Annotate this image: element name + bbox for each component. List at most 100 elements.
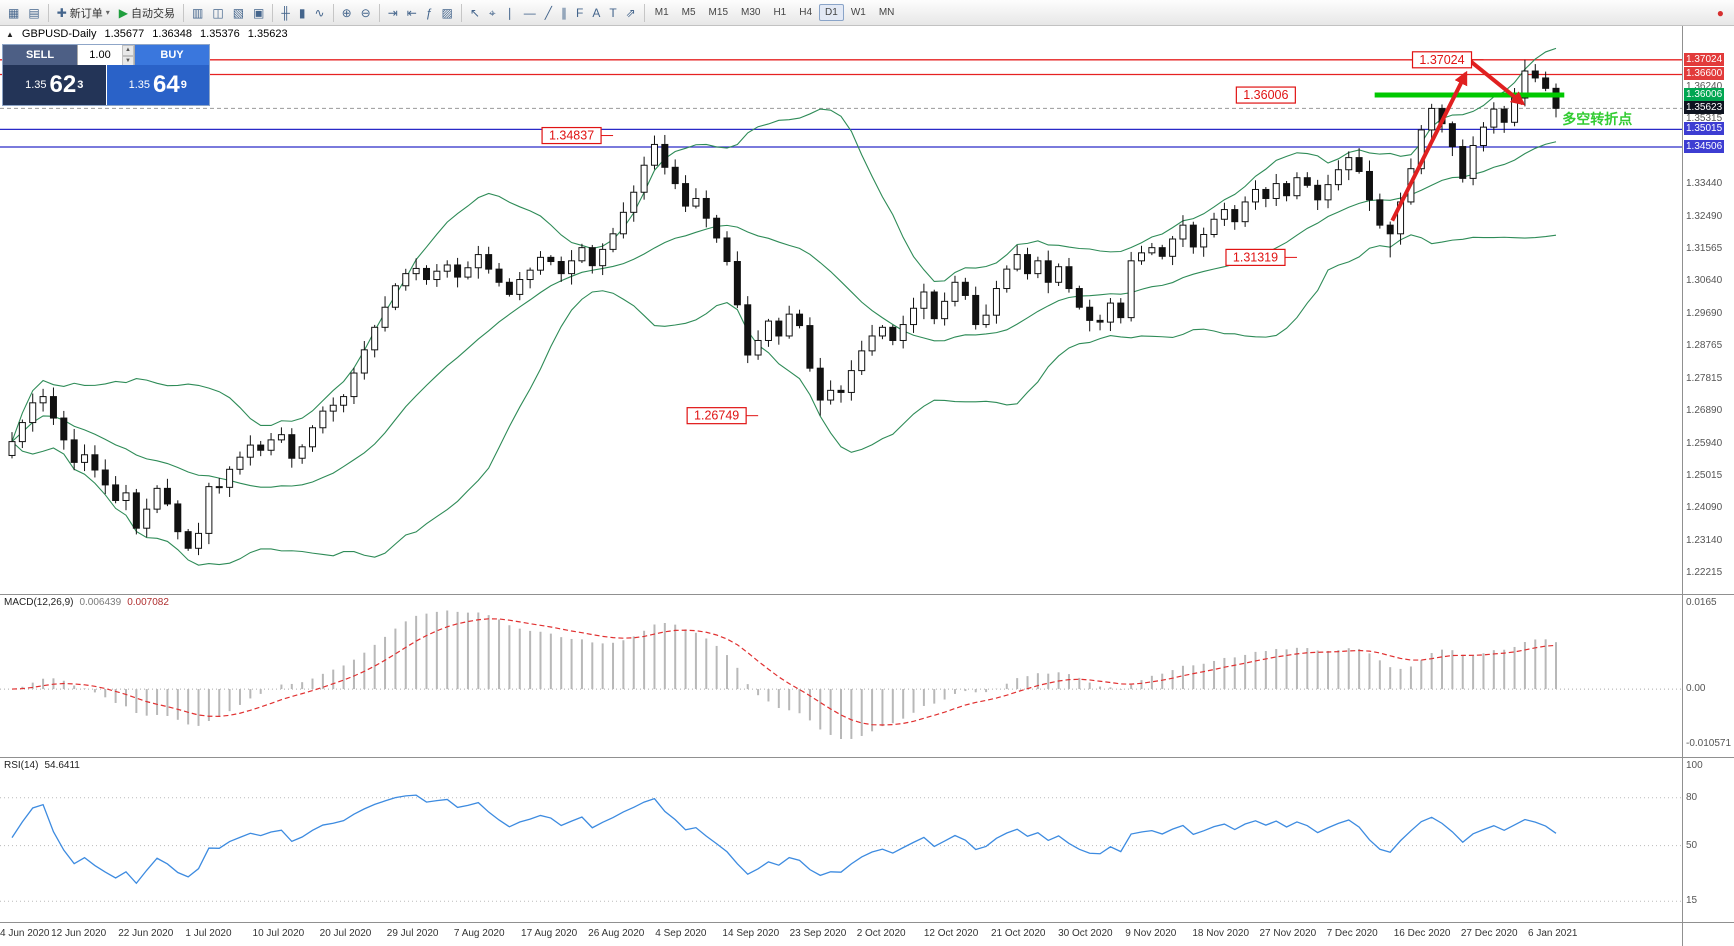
price-label-1.35623: 1.35623: [1684, 101, 1725, 115]
date-label: 20 Jul 2020: [319, 928, 372, 939]
toolbar-line-chart-button[interactable]: ∿: [311, 5, 329, 21]
sell-price-button[interactable]: 1.35 62 3: [3, 65, 106, 105]
new-order-caret-icon[interactable]: ▾: [105, 8, 110, 17]
toolbar-navigator-button[interactable]: ▧: [229, 5, 248, 21]
profiles-icon: ▤: [28, 5, 40, 20]
bar-chart-icon: ╫: [281, 5, 290, 20]
toolbar-profiles-button[interactable]: ▤: [24, 5, 43, 21]
svg-text:1.36006: 1.36006: [1243, 88, 1288, 102]
toolbar-autotrading-button[interactable]: ▶ 自动交易: [115, 3, 179, 23]
date-label: 27 Nov 2020: [1259, 928, 1317, 939]
toolbar-crosshair-button[interactable]: ⌖: [485, 5, 500, 21]
toolbar-horizontal-line-button[interactable]: ―: [520, 5, 540, 21]
toolbar-new-order-button[interactable]: ✚ 新订单 ▾: [53, 3, 114, 23]
timeframe-mn-button[interactable]: MN: [878, 7, 895, 18]
price-label-1.36240: 1.36240: [1686, 80, 1723, 92]
toolbar-separator: [378, 3, 380, 22]
bid-main: 62: [49, 71, 77, 98]
rsi-axis-label-15: 15: [1686, 895, 1698, 907]
date-label: 22 Jun 2020: [118, 928, 174, 939]
rsi-pane: RSI(14) 54.6411 100 80 50 15: [0, 758, 1734, 923]
toolbar-cursor-button[interactable]: ↖: [466, 5, 484, 21]
date-label: 17 Aug 2020: [521, 928, 578, 939]
autotrading-label: 自动交易: [131, 7, 175, 20]
fibonacci-icon: F: [575, 5, 584, 20]
main-plot[interactable]: 1.34837 1.26749 1.31319 1.36006 1.37024 多空转折点…: [0, 26, 1682, 594]
toolbar-text-label-button[interactable]: T: [605, 5, 620, 21]
date-label: 26 Aug 2020: [588, 928, 645, 939]
indicators-icon: ƒ: [425, 5, 433, 20]
cursor-icon: ↖: [469, 5, 480, 20]
toolbar-chart-shift-button[interactable]: ⇤: [403, 5, 421, 21]
toolbar-vertical-line-button[interactable]: ❘: [501, 5, 519, 21]
toolbar-indicators-button[interactable]: ƒ: [422, 5, 437, 21]
volume-increase-button[interactable]: ▲: [122, 45, 134, 56]
time-axis[interactable]: 4 Jun 2020 12 Jun 2020 22 Jun 2020 1 Jul 20…: [0, 923, 1682, 946]
data-window-icon: ◫: [212, 5, 224, 20]
toolbar-bar-chart-button[interactable]: ╫: [277, 5, 294, 21]
trendline-icon: ╱: [544, 5, 552, 20]
date-label: 1 Jul 2020: [185, 928, 232, 939]
toolbar-terminal-button[interactable]: ▣: [249, 5, 268, 21]
toolbar-arrows-button[interactable]: ⇗: [622, 5, 640, 21]
timeframe-d1-button[interactable]: D1: [819, 4, 844, 21]
toolbar-new-chart-button[interactable]: ▦: [4, 5, 23, 21]
price-label-1.35315: 1.35315: [1686, 112, 1723, 124]
main-chart-canvas[interactable]: 1.34837 1.26749 1.31319 1.36006 1.37024 多空转折点: [0, 26, 1682, 594]
ask-prefix: 1.35: [128, 79, 151, 91]
toolbar-templates-button[interactable]: ▨: [438, 5, 457, 21]
timeframe-m5-button[interactable]: M5: [681, 7, 696, 18]
macd-axis[interactable]: 0.0165 0.00 -0.010571: [1682, 595, 1734, 757]
toolbar-trendline-button[interactable]: ╱: [541, 5, 556, 21]
timeframe-h4-button[interactable]: H4: [799, 7, 813, 18]
timeframe-h1-button[interactable]: H1: [773, 7, 787, 18]
price-label-1.27815: 1.27815: [1686, 372, 1723, 384]
toolbar-text-button[interactable]: A: [588, 5, 604, 21]
auto-scroll-icon: ⇥: [387, 5, 398, 20]
volume-input[interactable]: [78, 45, 122, 65]
buy-button[interactable]: BUY: [135, 45, 209, 65]
macd-plot[interactable]: MACD(12,26,9) 0.006439 0.007082: [0, 595, 1682, 757]
rsi-axis-label-80: 80: [1686, 791, 1698, 803]
bid-pipette: 3: [77, 79, 84, 91]
date-label: 16 Dec 2020: [1393, 928, 1451, 939]
buy-price-button[interactable]: 1.35 64 9: [106, 65, 209, 105]
sell-button[interactable]: SELL: [3, 45, 77, 65]
price-label-1.28765: 1.28765: [1686, 339, 1723, 351]
price-axis[interactable]: 1.37024 1.36600 1.36240 1.36006 1.35623 1.353…: [1682, 26, 1734, 594]
toolbar-zoom-in-button[interactable]: ⊕: [338, 5, 356, 21]
rsi-axis[interactable]: 100 80 50 15: [1682, 758, 1734, 922]
date-label: 7 Aug 2020: [453, 928, 505, 939]
date-label: 27 Dec 2020: [1460, 928, 1518, 939]
toolbar-separator: [183, 3, 184, 22]
toolbar-separator: [332, 3, 334, 22]
date-label: 9 Nov 2020: [1125, 928, 1177, 939]
timeframe-w1-button[interactable]: W1: [850, 7, 866, 18]
macd-axis-label-0.00: 0.00: [1686, 683, 1706, 695]
alert-icon[interactable]: ●: [1716, 5, 1724, 20]
timeframe-m1-button[interactable]: M1: [654, 7, 669, 18]
toolbar-candlestick-chart-button[interactable]: ▮: [295, 5, 310, 21]
zoom-in-icon: ⊕: [341, 5, 352, 20]
toolbar-market-watch-button[interactable]: ▥: [188, 5, 207, 21]
date-label: 2 Oct 2020: [856, 928, 906, 939]
new-chart-icon: ▦: [8, 5, 20, 20]
toolbar-auto-scroll-button[interactable]: ⇥: [384, 5, 402, 21]
toolbar-fibonacci-button[interactable]: F: [572, 5, 587, 21]
rsi-value: 54.6411: [44, 760, 80, 771]
arrows-icon: ⇗: [625, 5, 636, 20]
bid-prefix: 1.35: [25, 79, 47, 91]
market-watch-icon: ▥: [192, 5, 204, 20]
toolbar-data-window-button[interactable]: ◫: [208, 5, 227, 21]
timeframe-m30-button[interactable]: M30: [741, 7, 761, 18]
price-label-1.32490: 1.32490: [1686, 210, 1723, 222]
rsi-plot[interactable]: RSI(14) 54.6411: [0, 758, 1682, 922]
one-click-collapse-icon[interactable]: ▲: [6, 29, 14, 39]
toolbar-zoom-out-button[interactable]: ⊖: [357, 5, 375, 21]
toolbar-channel-button[interactable]: ∥: [557, 5, 571, 21]
svg-text:多空转折点: 多空转折点: [1562, 111, 1632, 127]
axis-corner: [1682, 923, 1734, 946]
horizontal-line-icon: ―: [523, 5, 536, 20]
timeframe-m15-button[interactable]: M15: [708, 7, 728, 18]
